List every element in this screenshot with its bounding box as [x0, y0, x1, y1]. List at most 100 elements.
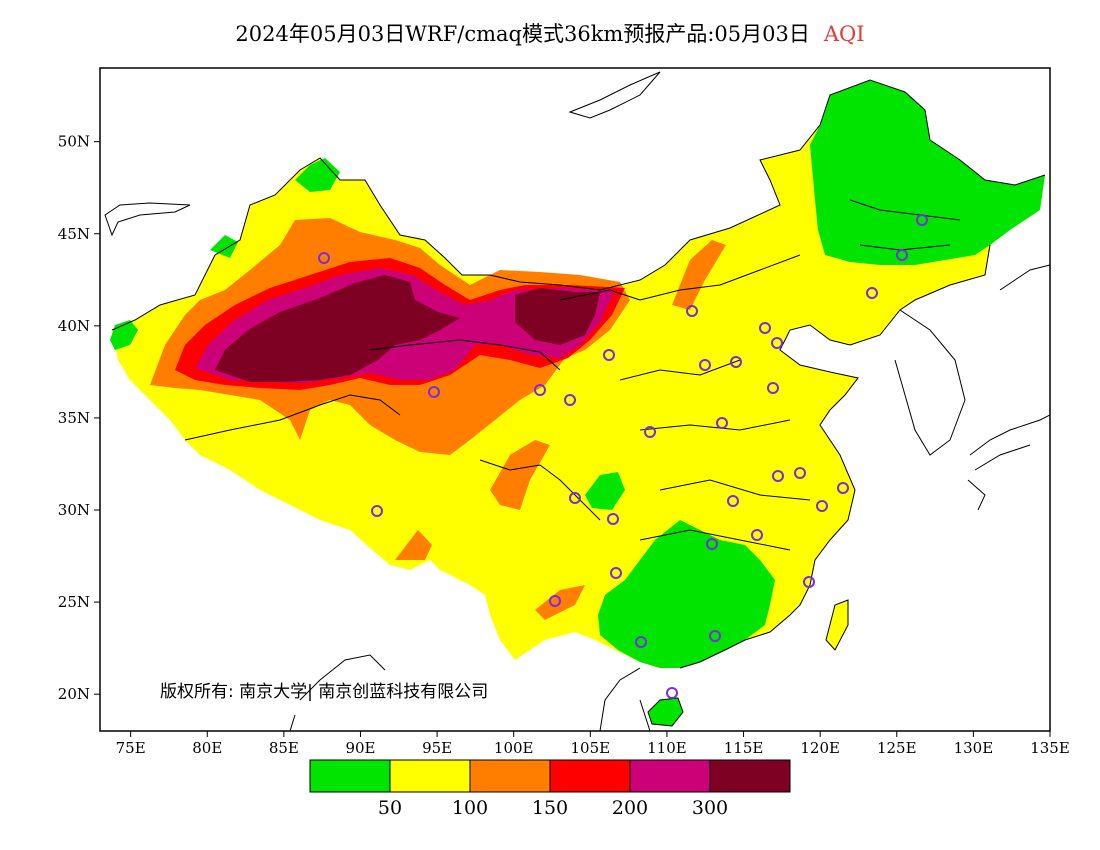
station-marker[interactable] — [772, 470, 784, 482]
legend-swatch — [629, 759, 711, 793]
aqi-good-region-northeast — [810, 80, 1045, 265]
bay-of-bengal-coast — [289, 654, 386, 731]
title-text: 2024年05月03日WRF/cmaq模式36km预报产品:05月03日 — [235, 22, 810, 46]
x-tick-label: 135E — [1030, 739, 1070, 757]
station-marker[interactable] — [666, 687, 678, 699]
station-marker[interactable] — [699, 359, 711, 371]
station-marker[interactable] — [644, 426, 656, 438]
station-marker[interactable] — [916, 214, 928, 226]
station-marker[interactable] — [727, 495, 739, 507]
station-marker[interactable] — [318, 252, 330, 264]
y-tick-label: 35N — [58, 409, 90, 427]
station-marker[interactable] — [686, 305, 698, 317]
station-marker[interactable] — [603, 349, 615, 361]
aqi-good-region-south — [598, 520, 775, 668]
color-legend: 50 100 150 200 300 — [309, 759, 791, 819]
qinghai-border — [369, 339, 561, 371]
station-marker[interactable] — [837, 482, 849, 494]
station-marker[interactable] — [607, 513, 619, 525]
legend-swatch — [469, 759, 551, 793]
x-tick-label: 115E — [724, 739, 764, 757]
legend-swatch — [549, 759, 631, 793]
station-marker[interactable] — [716, 417, 728, 429]
station-marker[interactable] — [896, 249, 908, 261]
y-axis: 20N 25N 30N 35N 40N 45N 50N — [58, 133, 100, 703]
japan-coast — [967, 414, 1050, 511]
station-marker[interactable] — [803, 576, 815, 588]
korea-coast — [894, 309, 966, 456]
aqi-good-region-altai — [295, 158, 340, 192]
y-tick-label: 25N — [58, 593, 90, 611]
x-tick-label: 75E — [116, 739, 146, 757]
y-tick-label: 45N — [58, 225, 90, 243]
aqi-good-region-chongqing — [585, 472, 625, 510]
station-marker[interactable] — [569, 492, 581, 504]
aqi-good-region-taiwan — [826, 600, 848, 650]
station-marker[interactable] — [549, 595, 561, 607]
x-tick-label: 80E — [192, 739, 222, 757]
station-marker[interactable] — [771, 337, 783, 349]
map-title: 2024年05月03日WRF/cmaq模式36km预报产品:05月03日 AQI — [0, 18, 1100, 48]
station-marker[interactable] — [751, 529, 763, 541]
sichuan-border — [479, 459, 601, 521]
aqi-sensitive-patch-ne — [672, 240, 726, 310]
aqi-sensitive-patch-sichuan — [490, 440, 550, 510]
taiwan-coast — [825, 599, 849, 651]
variable-label: AQI — [823, 22, 865, 46]
russia-coast — [999, 264, 1050, 291]
aqi-good-region-kashmir — [210, 235, 238, 258]
legend-label: 200 — [612, 797, 648, 819]
station-marker[interactable] — [610, 567, 622, 579]
legend-swatch — [709, 759, 791, 793]
boundaries — [104, 71, 1050, 731]
station-marker[interactable] — [428, 386, 440, 398]
station-markers — [318, 214, 928, 699]
y-tick-label: 20N — [58, 685, 90, 703]
x-tick-label: 100E — [494, 739, 534, 757]
legend-label: 50 — [378, 797, 402, 819]
legend-swatch — [389, 759, 471, 793]
legend-label: 300 — [692, 797, 728, 819]
caspian-coast — [104, 202, 191, 237]
y-tick-label: 40N — [58, 317, 90, 335]
x-tick-label: 85E — [269, 739, 299, 757]
aqi-field — [110, 80, 1045, 726]
aqi-good-region-hainan — [648, 698, 683, 726]
station-marker[interactable] — [759, 322, 771, 334]
station-marker[interactable] — [816, 500, 828, 512]
station-marker[interactable] — [767, 382, 779, 394]
indochina-coast — [599, 667, 651, 731]
legend-swatch — [309, 759, 391, 793]
sakhalin-coast — [568, 71, 661, 119]
x-tick-label: 95E — [422, 739, 452, 757]
station-marker[interactable] — [730, 356, 742, 368]
station-marker[interactable] — [371, 505, 383, 517]
station-marker[interactable] — [534, 384, 546, 396]
x-tick-label: 110E — [647, 739, 687, 757]
hainan-coast — [647, 697, 684, 727]
aqi-hazardous-region-taklamakan — [215, 275, 460, 382]
station-marker[interactable] — [709, 630, 721, 642]
station-marker[interactable] — [706, 538, 718, 550]
station-marker[interactable] — [866, 287, 878, 299]
x-tick-label: 105E — [571, 739, 611, 757]
legend-label: 100 — [452, 797, 488, 819]
aqi-hazardous-region-gobi — [515, 288, 600, 345]
x-axis: 75E 80E 85E 90E 95E 100E 105E 110E 115E 120E 125E 1… — [116, 731, 1070, 757]
y-tick-label: 30N — [58, 501, 90, 519]
inner-mongolia-border — [559, 254, 801, 301]
east-coastline — [679, 244, 991, 669]
copyright-text: 版权所有: 南京大学| 南京创蓝科技有限公司 — [160, 682, 488, 702]
tibet-border — [184, 394, 401, 441]
station-marker[interactable] — [794, 467, 806, 479]
central-provinces-border — [619, 359, 811, 551]
china-border — [111, 79, 1046, 331]
legend-label: 150 — [532, 797, 568, 819]
x-tick-label: 130E — [954, 739, 994, 757]
x-tick-label: 120E — [800, 739, 840, 757]
y-tick-label: 50N — [58, 133, 90, 151]
station-marker[interactable] — [635, 636, 647, 648]
x-tick-label: 90E — [345, 739, 375, 757]
station-marker[interactable] — [564, 394, 576, 406]
